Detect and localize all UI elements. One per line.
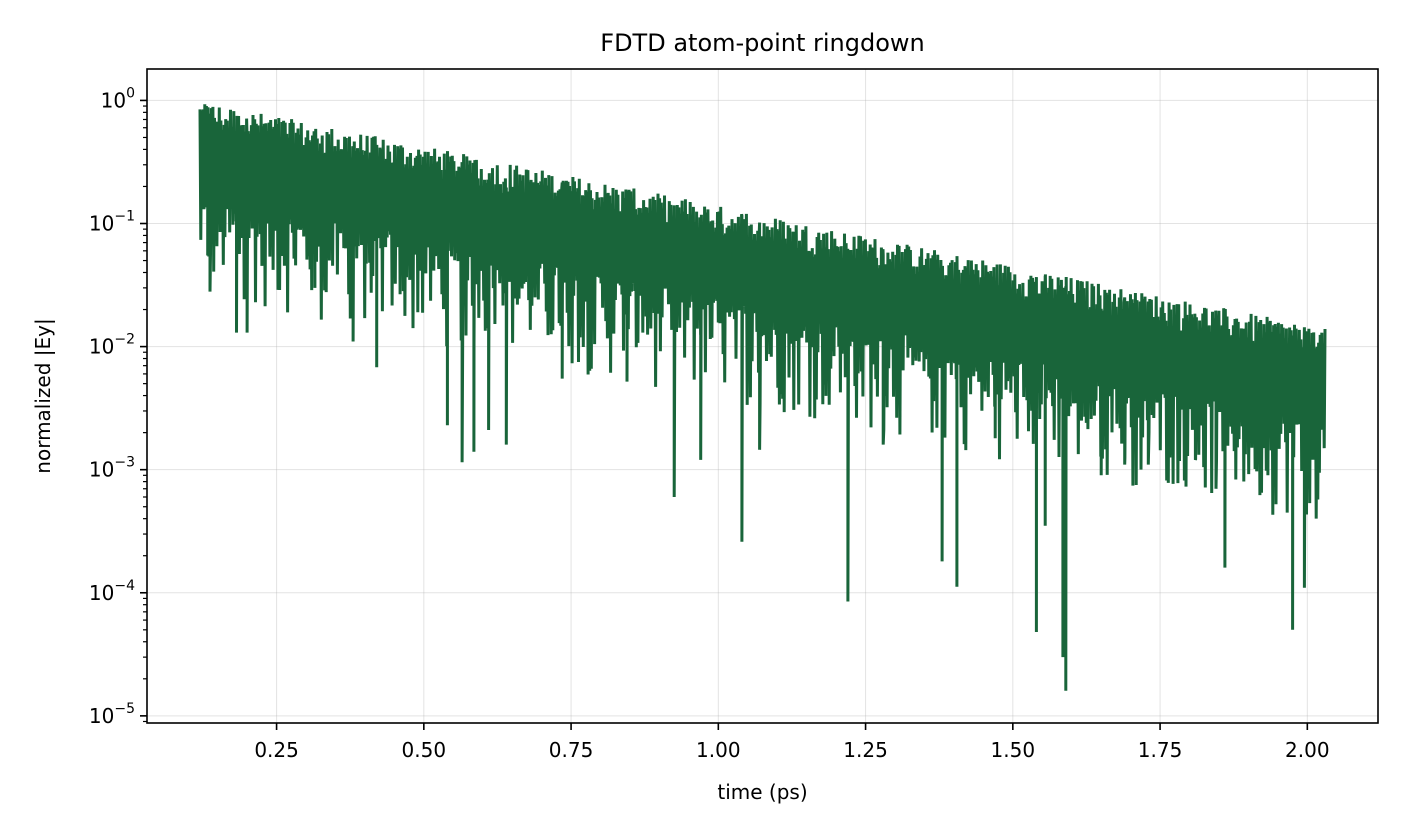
x-tick-label: 1.50 bbox=[991, 738, 1036, 762]
x-tick-label: 1.75 bbox=[1138, 738, 1183, 762]
y-tick-exponent: −3 bbox=[114, 455, 135, 471]
x-axis-label: time (ps) bbox=[717, 780, 807, 804]
y-tick-exponent: −2 bbox=[114, 332, 135, 348]
y-tick-exponent: −4 bbox=[114, 578, 135, 594]
y-tick-exponent: 0 bbox=[126, 85, 135, 101]
y-tick-base: 10 bbox=[89, 704, 114, 728]
y-tick-base: 10 bbox=[89, 335, 114, 359]
y-tick-label: 10−3 bbox=[89, 455, 135, 482]
plot-area bbox=[198, 104, 1327, 691]
y-tick-label: 10−1 bbox=[89, 209, 135, 236]
x-tick-label: 0.25 bbox=[254, 738, 299, 762]
x-tick-label: 0.75 bbox=[549, 738, 594, 762]
y-tick-label: 10−5 bbox=[89, 701, 135, 728]
y-tick-label: 100 bbox=[101, 85, 135, 112]
y-tick-base: 10 bbox=[89, 212, 114, 236]
y-tick-exponent: −5 bbox=[114, 701, 135, 717]
x-tick-label: 1.00 bbox=[696, 738, 741, 762]
y-tick-label: 10−2 bbox=[89, 332, 135, 359]
y-tick-base: 10 bbox=[89, 458, 114, 482]
x-axis: 0.25 0.50 0.75 1.00 1.25 1.50 1.75 2.00 bbox=[254, 723, 1330, 762]
x-tick-label: 1.25 bbox=[843, 738, 888, 762]
y-tick-base: 10 bbox=[101, 88, 126, 112]
y-tick-base: 10 bbox=[89, 581, 114, 605]
x-tick-label: 0.50 bbox=[402, 738, 447, 762]
chart-title: FDTD atom-point ringdown bbox=[600, 29, 924, 57]
series-line bbox=[198, 104, 1327, 691]
x-tick-label: 2.00 bbox=[1285, 738, 1330, 762]
y-tick-label: 10−4 bbox=[89, 578, 135, 605]
y-axis-label: normalized |Ey| bbox=[31, 318, 55, 473]
y-tick-exponent: −1 bbox=[114, 209, 135, 225]
